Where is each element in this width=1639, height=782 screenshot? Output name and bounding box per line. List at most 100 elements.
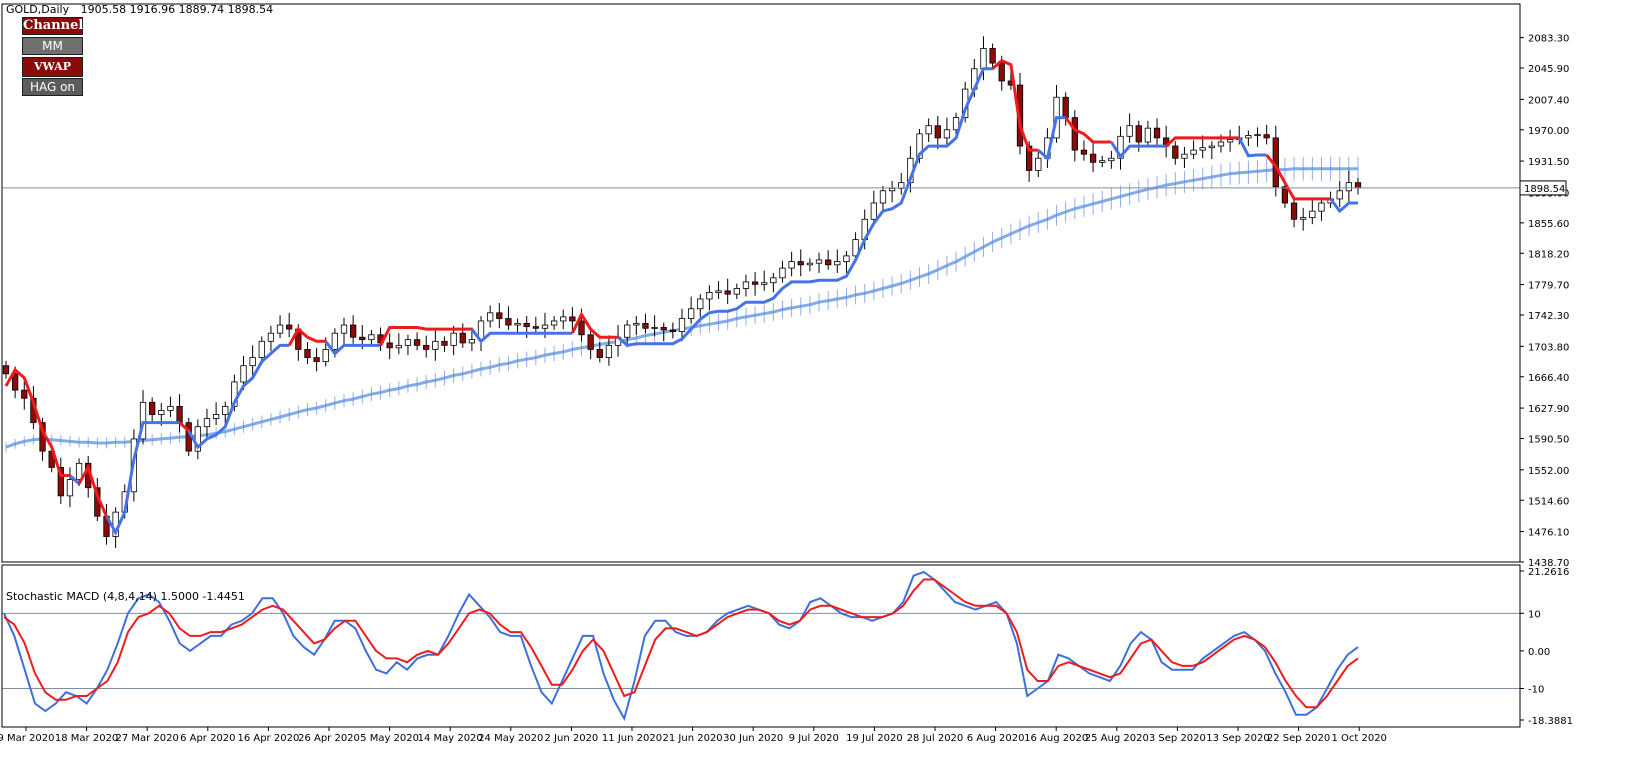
candle-body (587, 334, 594, 350)
time-tick-label: 30 Jun 2020 (723, 733, 783, 744)
candle-body (779, 267, 786, 279)
candle-body (349, 324, 357, 338)
time-tick-label: 16 Apr 2020 (237, 733, 299, 744)
candle-body (715, 290, 722, 293)
candle-body (240, 365, 247, 383)
candle-body (879, 190, 887, 204)
candle-body (633, 322, 640, 326)
candle-body (651, 327, 658, 329)
time-tick-label: 6 Apr 2020 (180, 733, 235, 744)
price-panel[interactable] (2, 36, 1520, 548)
candle-body (806, 262, 814, 266)
candle-body (423, 344, 430, 350)
candle-body (139, 401, 147, 440)
time-tick-label: 2 Jun 2020 (545, 733, 599, 744)
channel-down-line (379, 326, 472, 347)
candle-body (569, 316, 576, 322)
candle-body (212, 414, 220, 419)
candle-body (1300, 217, 1307, 220)
candle-body (1226, 139, 1234, 143)
candle-body (359, 336, 366, 341)
candle-body (943, 129, 951, 139)
price-tick-label: 1703.80 (1528, 342, 1569, 353)
candle-body (888, 187, 896, 192)
time-tick-label: 6 Aug 2020 (967, 733, 1025, 744)
time-tick-label: 19 Jul 2020 (846, 733, 903, 744)
candle-body (797, 261, 804, 266)
candle-body (322, 349, 329, 363)
candle-body (57, 466, 64, 497)
candle-body (532, 326, 539, 329)
candle-body (751, 281, 759, 285)
hag-toggle-button[interactable]: HAG on (22, 78, 83, 96)
time-tick-label: 11 Jun 2020 (602, 733, 662, 744)
channel-up-line (1329, 198, 1358, 214)
time-tick-label: 5 May 2020 (360, 733, 419, 744)
candle-body (158, 410, 165, 415)
candle-body (496, 312, 503, 319)
candle-body (733, 288, 740, 295)
candle-body (1080, 149, 1088, 155)
time-tick-label: 28 Jul 2020 (907, 733, 964, 744)
candle-body (1217, 141, 1225, 147)
channel-down-line (1064, 116, 1112, 144)
time-tick-label: 27 Mar 2020 (115, 733, 178, 744)
candle-body (788, 261, 795, 269)
channel-button[interactable]: Channel (22, 17, 84, 35)
stochastic-macd-panel[interactable] (2, 570, 1520, 722)
candle-body (468, 339, 476, 344)
candle-body (1035, 157, 1042, 171)
candle-body (1263, 134, 1270, 139)
indicator-tick-label: 21.2616 (1528, 567, 1569, 578)
channel-down-line (1165, 136, 1240, 148)
candle-body (413, 339, 421, 346)
time-tick-label: 9 Mar 2020 (0, 733, 55, 744)
time-tick-label: 22 Sep 2020 (1267, 733, 1330, 744)
candle-body (870, 202, 877, 220)
candle-body (505, 318, 512, 326)
candle-body (523, 322, 530, 328)
candle-body (11, 373, 19, 391)
vwap-button[interactable]: VWAP (22, 57, 83, 77)
candle-body (258, 340, 265, 358)
current-price-box (1519, 180, 1567, 196)
price-tick-label: 1742.30 (1528, 311, 1569, 322)
indicator-tick-label: -18.3881 (1528, 716, 1573, 727)
candle-body (687, 308, 695, 319)
candle-body (149, 401, 156, 415)
candle-body (605, 344, 613, 358)
candle-body (578, 320, 585, 336)
price-tick-label: 2007.40 (1528, 95, 1569, 106)
candle-body (386, 342, 393, 349)
indicator-tick-label: 0.00 (1528, 647, 1550, 658)
candle-body (1190, 149, 1197, 155)
candle-body (194, 426, 201, 452)
candle-body (706, 292, 713, 300)
candle-body (313, 357, 320, 363)
candle-body (1144, 127, 1152, 143)
channel-up-line (617, 67, 993, 348)
channel-up-line (187, 343, 290, 450)
channel-down-line (178, 421, 190, 432)
channel-down-line (1265, 154, 1331, 201)
macd-signal-line (3, 578, 1359, 709)
candle-body (304, 349, 311, 358)
price-tick-label: 1818.20 (1528, 249, 1569, 260)
current-price-label: 1898.54 (1524, 184, 1565, 195)
candle-body (952, 117, 960, 131)
mm-button[interactable]: MM (22, 37, 83, 55)
candle-body (514, 322, 521, 326)
time-tick-label: 9 Jul 2020 (789, 733, 839, 744)
candle-body (167, 405, 174, 411)
chart-header: GOLD,Daily 1905.58 1916.96 1889.74 1898.… (6, 3, 273, 16)
candle-body (1172, 145, 1179, 159)
candle-body (1135, 125, 1142, 143)
candle-body (1126, 125, 1133, 137)
candle-body (998, 62, 1005, 82)
candle-body (1208, 145, 1215, 149)
price-tick-label: 1627.90 (1528, 404, 1569, 415)
candle-body (1318, 202, 1325, 212)
candle-body (222, 405, 229, 415)
price-panel-frame (1, 3, 1521, 563)
price-tick-label: 1590.50 (1528, 435, 1569, 446)
